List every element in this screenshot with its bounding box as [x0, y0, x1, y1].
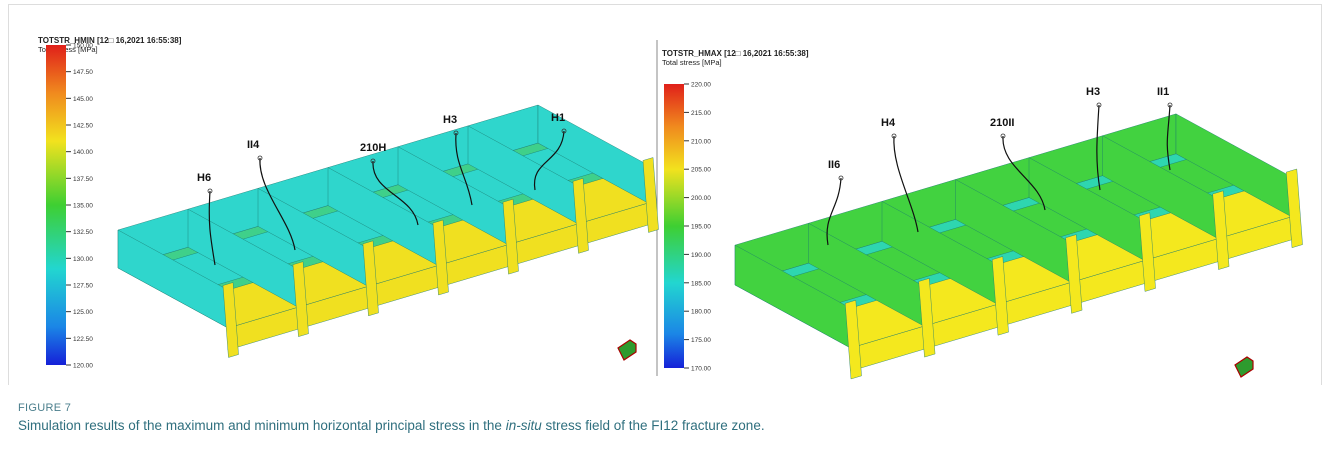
colorbar-tick-label: 145.00	[73, 96, 93, 103]
colorbar-tick-label: 210.00	[691, 138, 711, 145]
well-label: H3	[443, 114, 457, 126]
caption-italic: in-situ	[506, 418, 542, 433]
panel-title: TOTSTR_HMIN [12□ 16,2021 16:55:38]	[38, 36, 182, 45]
well-label: H1	[551, 112, 565, 124]
colorbar-tick-label: 185.00	[691, 280, 711, 287]
colorbar-tick-label: 220.00	[691, 82, 711, 89]
colorbar-tick-label: 132.50	[73, 229, 93, 236]
colorbar-tick-label: 190.00	[691, 252, 711, 259]
well-label: II4	[247, 139, 260, 151]
colorbar-tick-label: 195.00	[691, 224, 711, 231]
colorbar-tick-label: 122.50	[73, 336, 93, 343]
well-label: II6	[828, 159, 840, 171]
well-label: 210II	[990, 117, 1014, 129]
caption-label: FIGURE 7	[18, 402, 71, 414]
caption-part: Simulation results of the maximum and mi…	[18, 418, 506, 433]
well-label: H3	[1086, 86, 1100, 98]
colorbar-tick-label: 147.50	[73, 69, 93, 76]
colorbar-tick-label: 125.00	[73, 309, 93, 316]
colorbar-tick-label: 142.50	[73, 123, 93, 130]
caption-text: Simulation results of the maximum and mi…	[18, 418, 765, 433]
colorbar-tick-label: 200.00	[691, 195, 711, 202]
page: {"panels": [ {"title": "TOTSTR_HMIN [12□…	[0, 0, 1328, 465]
colorbar-tick-label: 130.00	[73, 256, 93, 263]
colorbar-tick-label: 127.50	[73, 283, 93, 290]
well-label: 210H	[360, 142, 386, 154]
colorbar-tick-label: 150.00	[73, 43, 93, 50]
panel-subtitle: Total stress [MPa]	[662, 58, 722, 67]
colorbar	[46, 45, 66, 365]
orientation-icon	[1235, 357, 1253, 377]
panel-title: TOTSTR_HMAX [12□ 16,2021 16:55:38]	[662, 49, 809, 58]
colorbar-tick-label: 120.00	[73, 363, 93, 370]
colorbar	[664, 84, 684, 368]
well-label: H4	[881, 117, 896, 129]
colorbar-tick-label: 175.00	[691, 337, 711, 344]
caption-part: stress field of the FI12 fracture zone.	[542, 418, 765, 433]
colorbar-tick-label: 137.50	[73, 176, 93, 183]
well-label: H6	[197, 172, 211, 184]
colorbar-tick-label: 180.00	[691, 309, 711, 316]
colorbar-tick-label: 170.00	[691, 366, 711, 373]
orientation-icon	[618, 340, 636, 360]
colorbar-tick-label: 135.00	[73, 203, 93, 210]
colorbar-tick-label: 140.00	[73, 149, 93, 156]
colorbar-tick-label: 215.00	[691, 110, 711, 117]
figure-image: TOTSTR_HMIN [12□ 16,2021 16:55:38] Total …	[0, 0, 1328, 390]
colorbar-tick-label: 205.00	[691, 167, 711, 174]
well-label: II1	[1157, 86, 1169, 98]
